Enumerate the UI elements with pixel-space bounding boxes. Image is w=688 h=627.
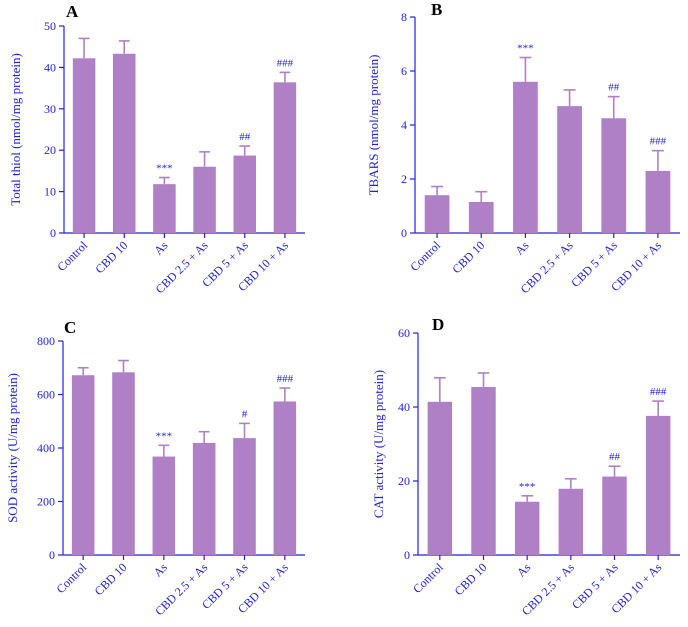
x-tick-label: Control (407, 238, 443, 274)
panel-b: B 0 2 4 6 8 TBARS (nmol/mg protein) Control CBD … (366, 0, 680, 296)
bar (192, 442, 216, 555)
bar (645, 415, 671, 555)
x-tick-label: As (512, 238, 532, 258)
y-tick-label: 800 (37, 334, 55, 348)
significance-label: *** (519, 481, 536, 493)
panel-letter: B (431, 0, 442, 19)
bar (71, 375, 95, 555)
panel-letter: A (66, 2, 79, 21)
y-axis-label: Total thiol (nmol/mg protein) (8, 53, 23, 206)
panel-d: D 0 20 40 60 CAT activity (U/mg protein) Contr… (371, 315, 680, 618)
significance-label: ## (608, 82, 620, 94)
y-axis-label: TBARS (nmol/mg protein) (366, 55, 381, 196)
y-tick-label: 0 (404, 548, 410, 562)
bar (112, 372, 135, 555)
bar (153, 184, 176, 233)
bar (233, 438, 256, 555)
significance-label: *** (156, 430, 173, 442)
x-tick-label: As (151, 238, 171, 258)
panel-a: A 0 10 20 30 40 50 Total thiol (nmol/mg protein… (8, 2, 305, 296)
y-tick-label: 0 (401, 226, 407, 240)
significance-label: ### (650, 136, 667, 148)
y-tick-label: 8 (401, 10, 407, 24)
y-tick-label: 400 (37, 441, 55, 455)
bar (193, 166, 216, 233)
y-tick-label: 4 (401, 118, 407, 132)
x-tick-label: As (514, 560, 534, 580)
y-tick-label: 2 (401, 172, 407, 186)
bar (513, 81, 538, 233)
y-tick-label: 200 (37, 495, 55, 509)
x-tick-label: CBD 10 (92, 238, 130, 276)
bar (558, 488, 584, 555)
bar (602, 476, 627, 555)
x-tick-label: Control (54, 238, 90, 274)
x-tick-label: Control (410, 560, 446, 596)
x-tick-label: Control (53, 560, 89, 596)
significance-label: *** (156, 163, 173, 175)
y-tick-label: 40 (398, 400, 410, 414)
y-tick-label: 6 (401, 64, 407, 78)
y-axis-label: CAT activity (U/mg protein) (371, 370, 386, 518)
significance-label: ### (277, 57, 294, 69)
bar (273, 401, 297, 555)
bar (471, 387, 496, 555)
x-tick-label: CBD 10 (452, 560, 490, 598)
bar (468, 201, 494, 233)
y-tick-label: 10 (44, 185, 56, 199)
y-tick-label: 20 (44, 143, 56, 157)
bar (601, 118, 627, 233)
bar (557, 106, 582, 233)
y-tick-label: 30 (44, 102, 56, 116)
bar (72, 58, 96, 234)
y-tick-label: 0 (49, 548, 55, 562)
panel-letter: D (432, 315, 444, 334)
panel-letter: C (64, 318, 76, 337)
y-tick-label: 60 (398, 326, 410, 340)
panel-c: C 0 200 400 600 800 SOD activity (U/mg protein… (5, 318, 305, 618)
y-tick-label: 0 (50, 226, 56, 240)
y-tick-label: 600 (37, 388, 55, 402)
bar (233, 155, 256, 233)
y-tick-label: 50 (44, 19, 56, 33)
y-tick-label: 40 (44, 60, 56, 74)
significance-label: ### (277, 373, 294, 385)
bar (113, 53, 136, 233)
bar (273, 82, 297, 233)
significance-label: ## (609, 451, 621, 463)
significance-label: ### (650, 386, 667, 398)
x-tick-label: CBD 10 (449, 238, 487, 276)
bar (427, 401, 453, 555)
bar (152, 456, 176, 555)
significance-label: ## (239, 131, 251, 143)
significance-label: # (242, 408, 248, 420)
bar (645, 170, 671, 233)
y-axis-label: SOD activity (U/mg protein) (5, 373, 20, 523)
bar (514, 501, 540, 555)
bar (424, 195, 450, 233)
x-tick-label: As (151, 560, 171, 580)
significance-label: *** (517, 43, 534, 55)
y-tick-label: 20 (398, 474, 410, 488)
x-tick-label: CBD 10 (92, 560, 130, 598)
